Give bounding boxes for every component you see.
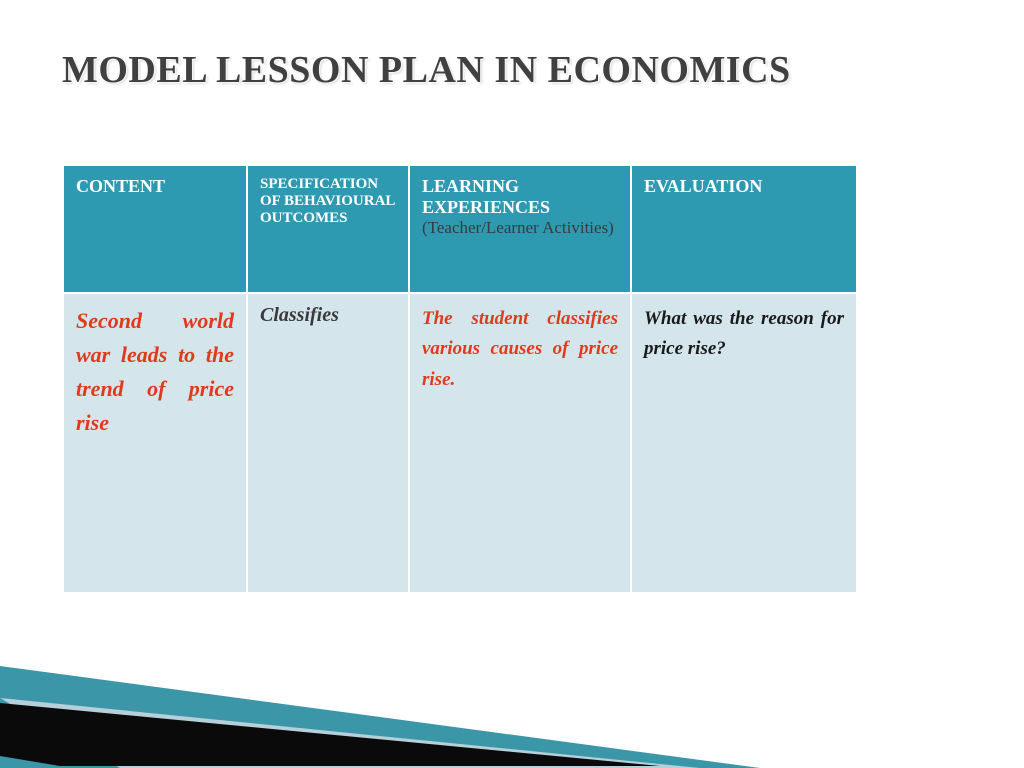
- cell-learning-text: The student classifies various causes of…: [422, 304, 618, 395]
- page-title: MODEL LESSON PLAN IN ECONOMICS: [62, 48, 791, 92]
- header-learning-sub: (Teacher/Learner Activities): [422, 218, 618, 238]
- header-specification: SPECIFICATION OF BEHAVIOURAL OUTCOMES: [247, 165, 409, 293]
- header-learning-label: LEARNING EXPERIENCES: [422, 176, 550, 217]
- slide: MODEL LESSON PLAN IN ECONOMICS CONTENT S…: [0, 0, 1024, 768]
- cell-learning: The student classifies various causes of…: [409, 293, 631, 593]
- lesson-table: CONTENT SPECIFICATION OF BEHAVIOURAL OUT…: [62, 164, 858, 594]
- wedge-teal: [0, 666, 760, 768]
- header-content: CONTENT: [63, 165, 247, 293]
- header-specification-label: SPECIFICATION OF BEHAVIOURAL OUTCOMES: [260, 176, 395, 226]
- cell-specification: Classifies: [247, 293, 409, 593]
- cell-evaluation-text: What was the reason for price rise?: [644, 304, 844, 365]
- cell-specification-text: Classifies: [260, 304, 396, 327]
- table-row: Second world war leads to the trend of p…: [63, 293, 857, 593]
- wedge-light: [0, 698, 700, 768]
- header-evaluation: EVALUATION: [631, 165, 857, 293]
- cell-content: Second world war leads to the trend of p…: [63, 293, 247, 593]
- header-content-label: CONTENT: [76, 176, 165, 196]
- wedge-dark: [0, 703, 660, 766]
- header-learning: LEARNING EXPERIENCES (Teacher/Learner Ac…: [409, 165, 631, 293]
- cell-evaluation: What was the reason for price rise?: [631, 293, 857, 593]
- cell-content-text: Second world war leads to the trend of p…: [76, 304, 234, 440]
- header-evaluation-label: EVALUATION: [644, 176, 762, 196]
- table-header-row: CONTENT SPECIFICATION OF BEHAVIOURAL OUT…: [63, 165, 857, 293]
- corner-decoration: [0, 568, 1024, 768]
